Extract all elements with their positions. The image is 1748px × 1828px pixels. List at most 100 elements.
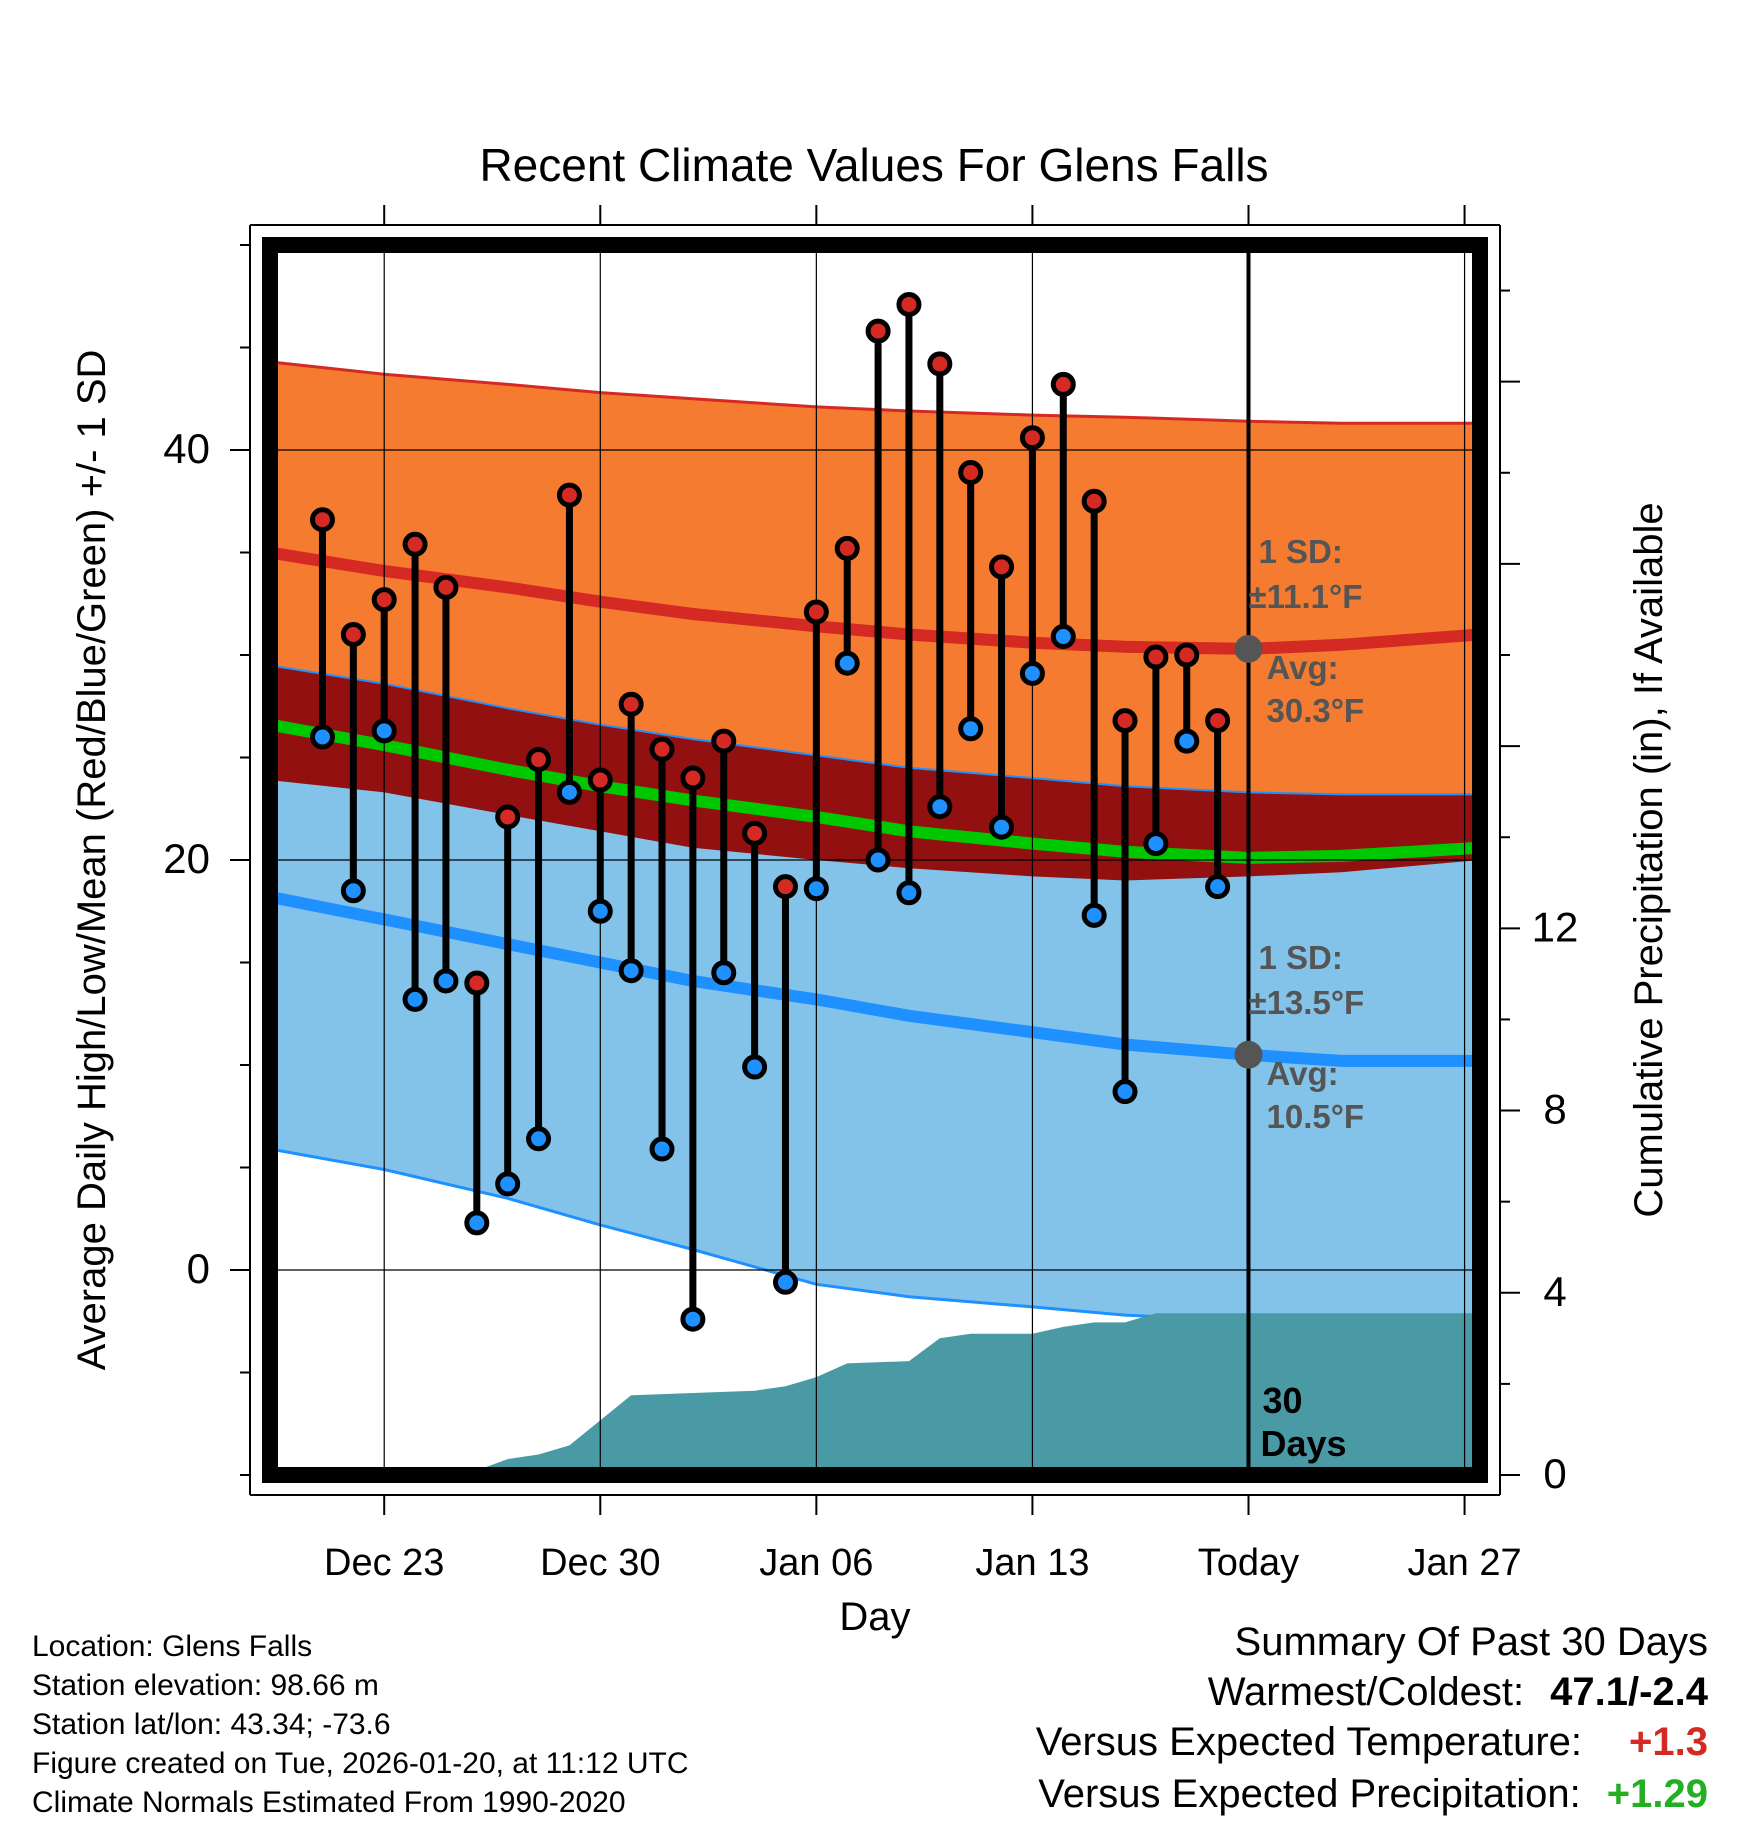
footer-elevation: Station elevation: 98.66 m [32,1669,379,1702]
daily-high-point [618,691,644,717]
summary-warmest-row: Warmest/Coldest: 47.1/-2.4 [1208,1670,1708,1715]
x-tick-label-1: Dec 30 [540,1542,660,1584]
y2-tick-label-2: 8 [1543,1086,1566,1133]
daily-high-point [1081,488,1107,514]
y-tick-label-2: 40 [163,425,210,472]
daily-low-point [340,878,366,904]
daily-low-point [1019,660,1045,686]
daily-high-point [927,351,953,377]
annotation-sd-value-high: ±11.1°F [1248,578,1362,615]
daily-high-point [1205,708,1231,734]
daily-high-point [803,599,829,625]
daily-high-point [495,804,521,830]
x-axis-title: Day [839,1595,910,1639]
x-tick-label-2: Jan 06 [759,1542,873,1584]
x-tick-label-5: Jan 27 [1408,1542,1522,1584]
today-days-count: 30 [1262,1380,1302,1421]
avg-low-line [270,891,1480,1067]
daily-high-point [526,747,552,773]
x-tick-label-4: Today [1198,1542,1299,1584]
summary-warmest-label: Warmest/Coldest: [1207,1670,1525,1714]
daily-low-point [680,1306,706,1332]
annotation-sd-label-high: 1 SD: [1258,533,1342,570]
footer-latlon: Station lat/lon: 43.34; -73.6 [32,1708,391,1741]
low-sd-upper-line [270,664,1480,796]
summary-warmest-value: 47.1/-2.4 [1550,1670,1708,1714]
summary-precip-value: +1.29 [1606,1772,1708,1816]
daily-high-point [1143,644,1169,670]
plot-area [270,245,1480,1475]
daily-low-point [433,968,459,994]
daily-low-point [927,794,953,820]
daily-high-point [402,531,428,557]
y-tick-label-0: 0 [187,1245,210,1292]
daily-high-point [958,460,984,486]
daily-low-point [834,650,860,676]
daily-low-point [649,1136,675,1162]
today-days-label: Days [1260,1423,1346,1464]
daily-high-point [1174,642,1200,668]
daily-low-point [1112,1079,1138,1105]
daily-high-point [587,767,613,793]
x-tick-label-3: Jan 13 [975,1542,1089,1584]
daily-high-point [865,318,891,344]
daily-low-point [587,898,613,924]
footer-normals: Climate Normals Estimated From 1990-2020 [32,1786,626,1819]
y-axis-title: Average Daily High/Low/Mean (Red/Blue/Gr… [70,350,114,1371]
precip-area [270,1313,1480,1475]
daily-low-point [618,958,644,984]
plot-frame [262,237,1488,1483]
daily-high-point [309,507,335,533]
y2-tick-label-1: 4 [1543,1268,1566,1315]
daily-low-point [772,1269,798,1295]
daily-low-point [526,1126,552,1152]
daily-low-point [371,718,397,744]
daily-high-point [464,970,490,996]
daily-low-point [1174,728,1200,754]
daily-low-point [958,716,984,742]
daily-high-point [834,535,860,561]
daily-low-point [742,1054,768,1080]
daily-low-point [803,876,829,902]
chart-title: Recent Climate Values For Glens Falls [479,139,1269,191]
annotation-avg-label-high: Avg: [1266,649,1338,686]
summary-precip-row: Versus Expected Precipitation: +1.29 [1038,1772,1708,1817]
summary-precip-label: Versus Expected Precipitation: [1038,1772,1581,1816]
annotation-avg-dot-high [1234,634,1263,663]
daily-low-point [865,847,891,873]
daily-high-point [556,482,582,508]
daily-low-point [402,986,428,1012]
summary-temp-label: Versus Expected Temperature: [1035,1720,1582,1764]
daily-low-point [556,779,582,805]
daily-high-point [772,874,798,900]
y2-tick-label-3: 12 [1532,903,1579,950]
daily-high-point [371,587,397,613]
daily-low-point [711,960,737,986]
daily-high-point [989,554,1015,580]
annotation-avg-value-low: 10.5°F [1266,1098,1364,1135]
daily-low-point [464,1210,490,1236]
summary-temp-row: Versus Expected Temperature: +1.3 [1036,1720,1708,1765]
daily-high-point [433,574,459,600]
x-tick-label-0: Dec 23 [324,1542,444,1584]
high-sd-upper-line [270,360,1480,425]
y2-tick-label-0: 0 [1543,1450,1566,1497]
daily-high-point [742,820,768,846]
daily-low-point [1081,902,1107,928]
y2-axis-title: Cumulative Precipitation (in), If Availa… [1627,502,1671,1217]
summary-temp-value: +1.3 [1629,1720,1708,1764]
daily-high-point [1050,371,1076,397]
daily-low-point [1143,831,1169,857]
daily-low-point [1205,874,1231,900]
daily-high-point [711,728,737,754]
daily-low-point [989,814,1015,840]
annotation-sd-value-low: ±13.5°F [1248,984,1364,1021]
daily-high-point [649,736,675,762]
daily-low-point [896,880,922,906]
daily-high-point [896,291,922,317]
daily-low-point [495,1171,521,1197]
daily-high-point [340,622,366,647]
annotation-avg-label-low: Avg: [1266,1055,1338,1092]
avg-high-line [270,546,1480,655]
